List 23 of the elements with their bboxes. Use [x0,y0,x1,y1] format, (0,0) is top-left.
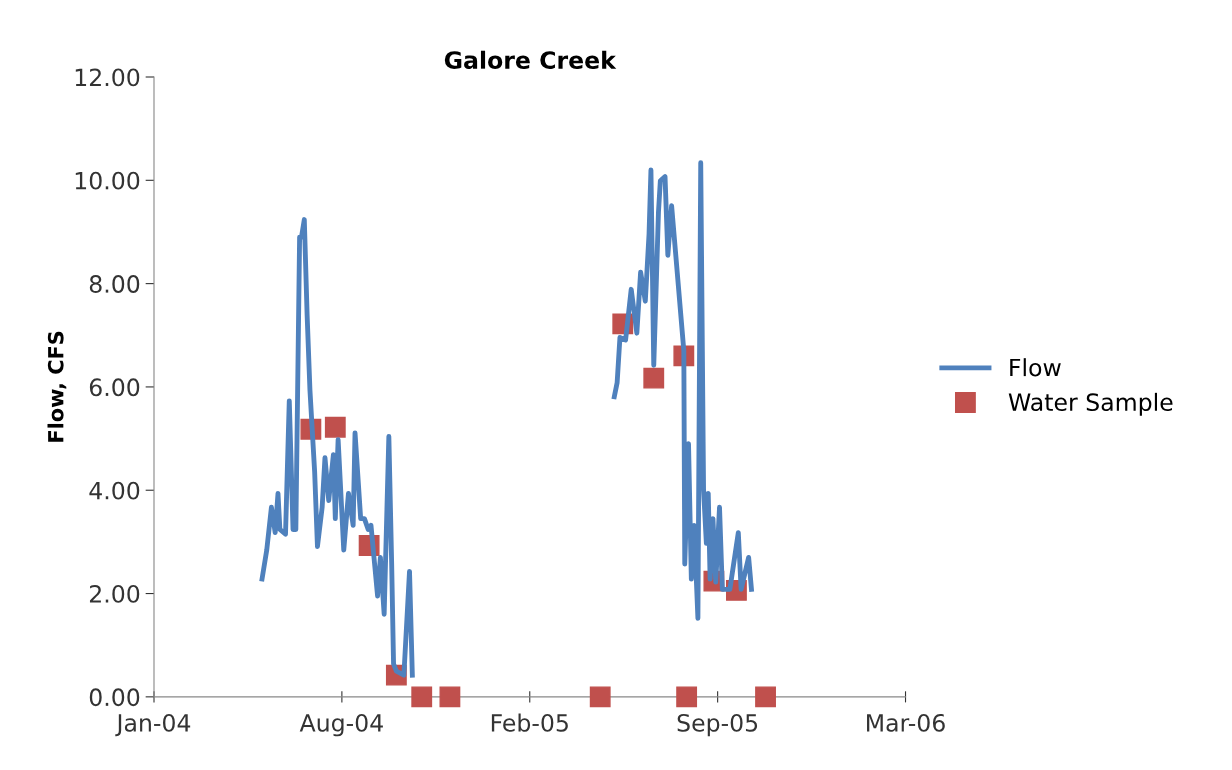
y-tick-label: 0.00 [89,688,140,707]
y-tick-label: 4.00 [89,481,140,500]
y-tick-label: 8.00 [89,275,140,293]
legend-label: Flow [1010,358,1061,377]
point [324,416,346,438]
x-tick-label: Feb-05 [491,713,568,732]
x-tick-label: Mar-06 [867,713,945,732]
chart-title: Galore Creek [444,50,617,69]
x-tick-label: Sep-05 [677,713,758,737]
y-tick-label: 2.00 [89,584,140,603]
point [676,686,698,708]
x-tick-label: Jan-04 [115,713,191,737]
point [643,367,665,389]
y-tick-label: 6.00 [89,378,140,397]
point [439,686,461,708]
legend-label: Water Sample [1008,392,1173,416]
y-tick-label: 10.00 [75,171,140,190]
y-tick-label: 12.00 [75,68,140,87]
x-tick-label: Aug-04 [299,713,383,737]
point [589,686,611,708]
y-axis-title: Flow, CFS [47,331,67,442]
point [755,686,776,708]
point [411,686,433,708]
